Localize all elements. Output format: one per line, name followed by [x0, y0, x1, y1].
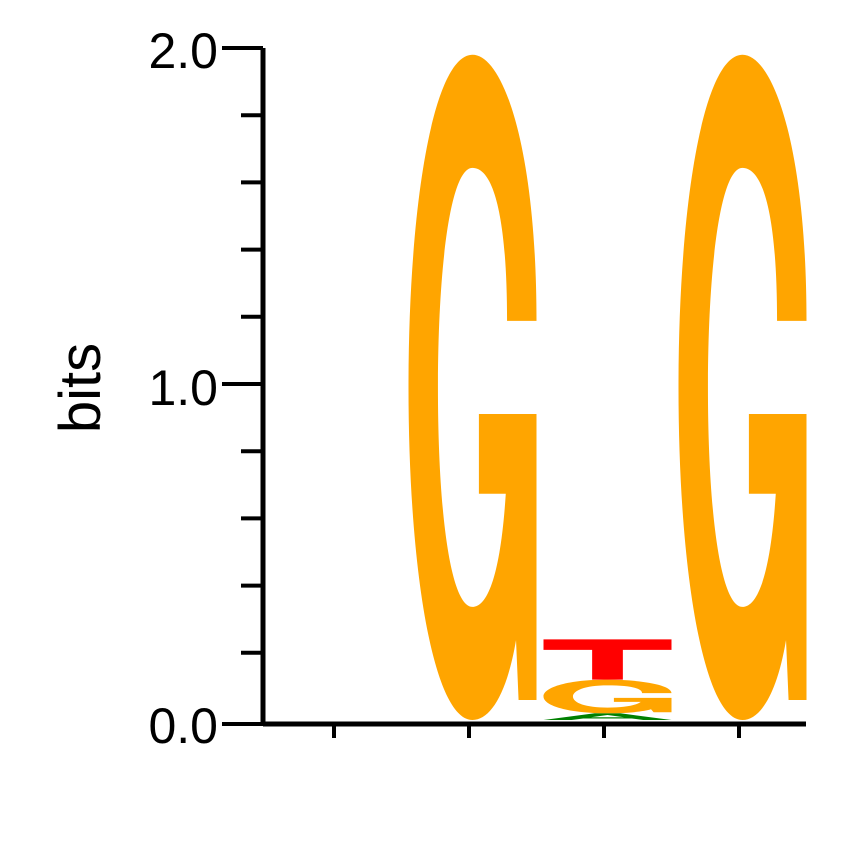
- letter-A-position-3: [543, 713, 672, 720]
- axes: [222, 46, 806, 738]
- y-axis-ticks: [222, 46, 263, 726]
- letter-G-position-2: [408, 54, 537, 721]
- x-axis-ticks: [332, 724, 741, 738]
- letter-G-position-3: [543, 679, 672, 714]
- letter-G-position-4: [678, 54, 807, 721]
- y-tick-label-2: 2.0: [148, 23, 218, 79]
- letter-stacks: [408, 54, 807, 721]
- letter-T-position-3: [543, 639, 672, 680]
- y-tick-label-0: 0.0: [148, 698, 218, 754]
- y-tick-label-1: 1.0: [148, 360, 218, 416]
- y-axis-label: bits: [48, 343, 113, 433]
